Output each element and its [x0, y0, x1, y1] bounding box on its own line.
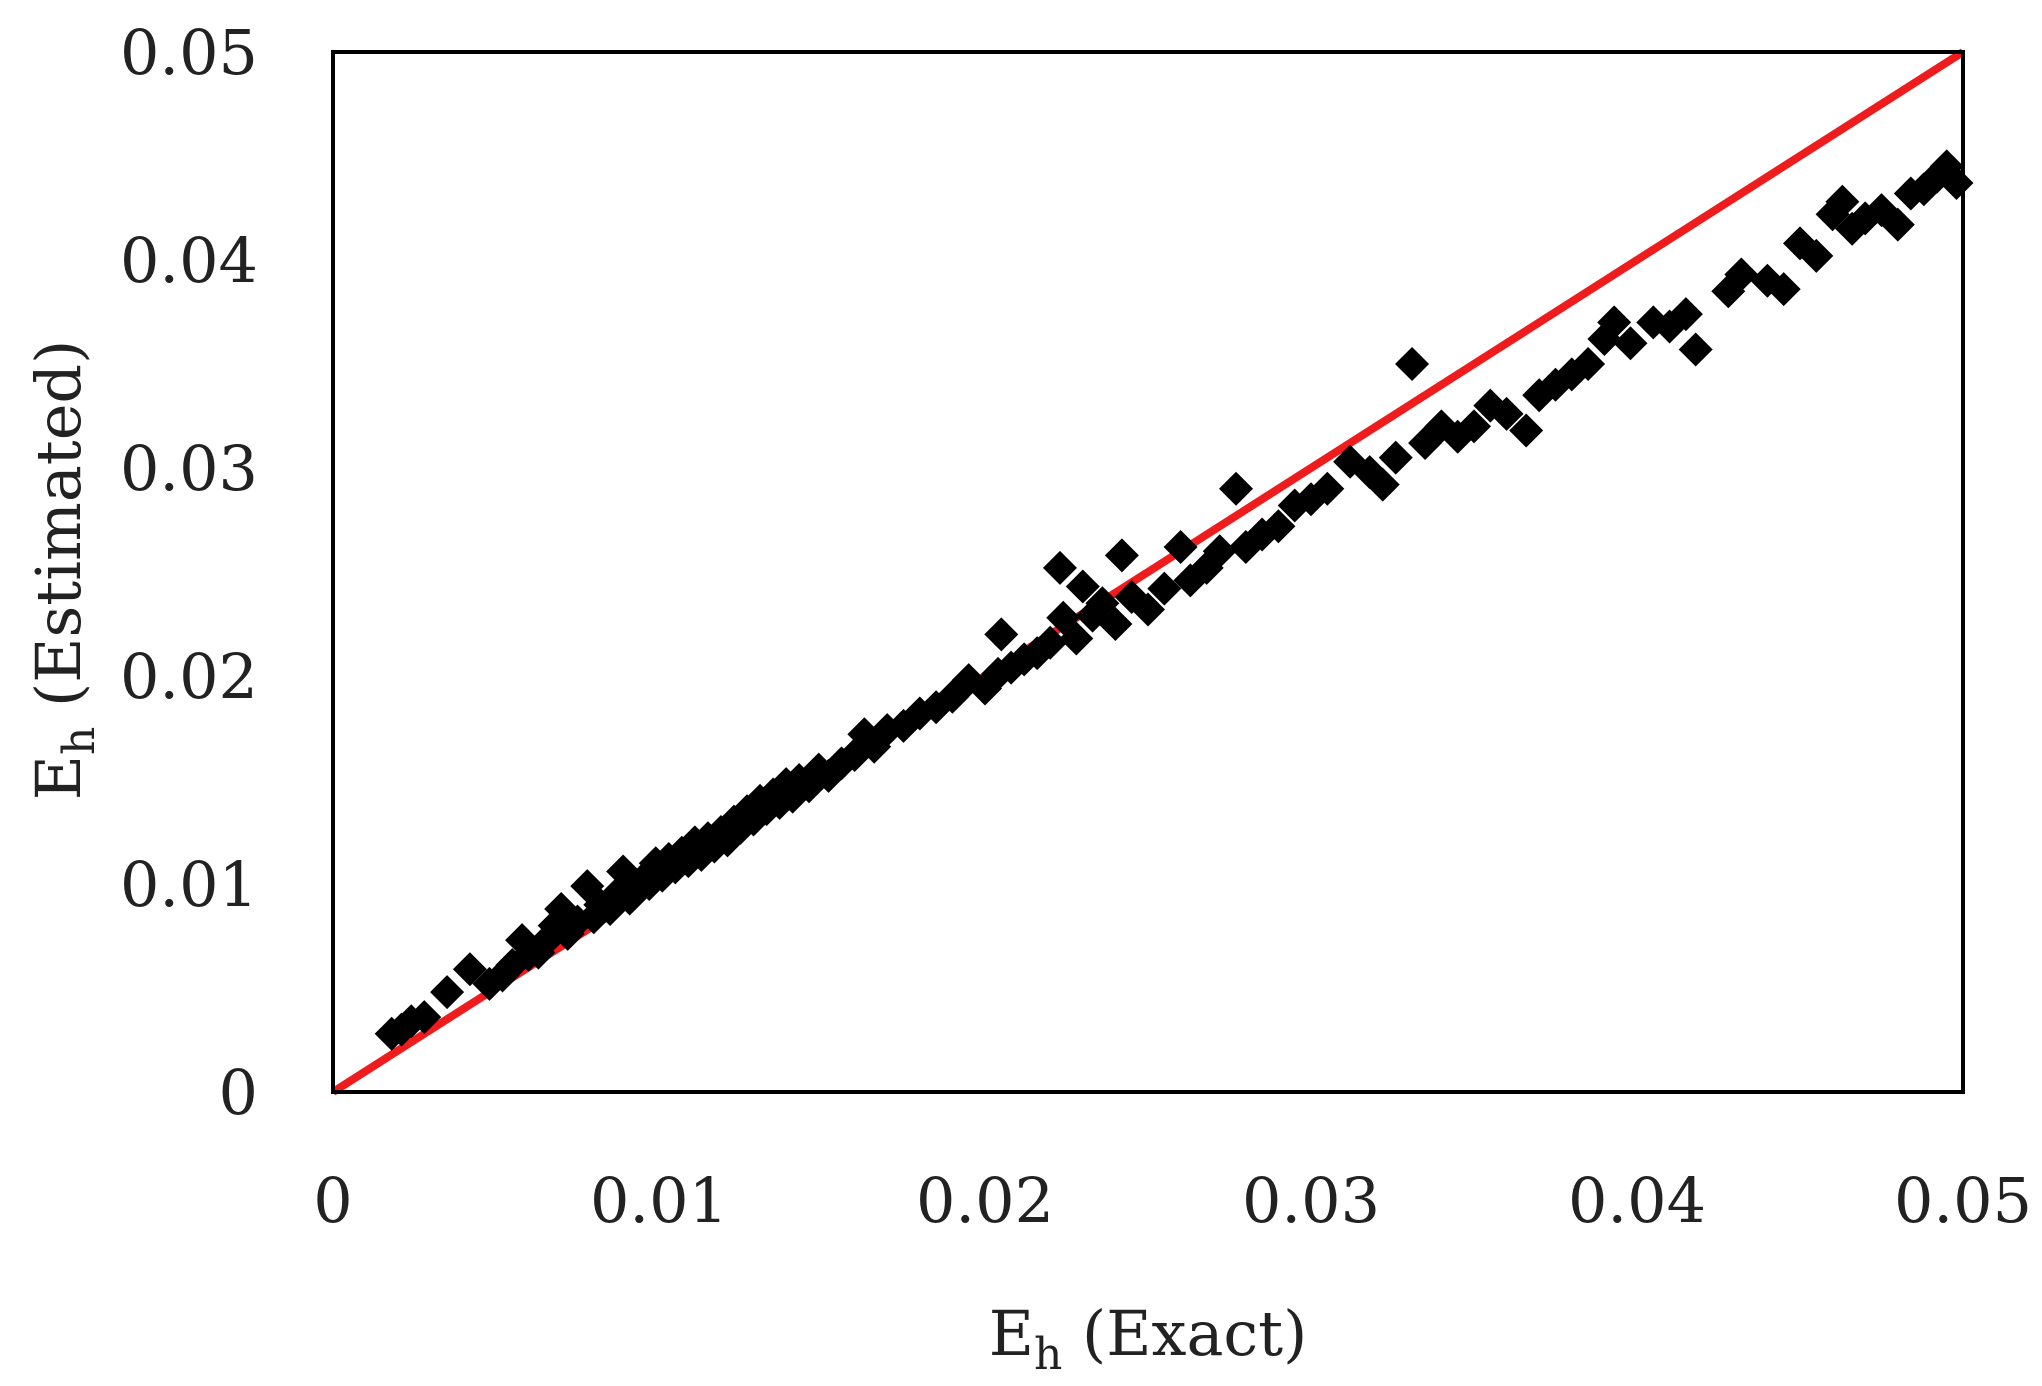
x-tick-label: 0.05	[1894, 1164, 2032, 1237]
data-point	[1457, 409, 1491, 444]
y-tick-labels: 0 0.01 0.02 0.03 0.04 0.05	[120, 16, 258, 1129]
data-point	[1678, 332, 1713, 367]
data-point	[1065, 569, 1100, 604]
data-point	[1509, 413, 1544, 448]
x-tick-label: 0.01	[590, 1164, 728, 1237]
x-tick-labels: 0 0.01 0.02 0.03 0.04 0.05	[313, 1164, 2032, 1237]
plot-frame	[331, 50, 1965, 1094]
data-point	[1310, 471, 1345, 506]
data-point	[1033, 625, 1068, 660]
data-point	[452, 952, 487, 987]
data-point	[1597, 305, 1632, 340]
data-point	[1395, 347, 1430, 381]
data-point	[1668, 297, 1703, 332]
y-tick-label: 0.04	[120, 224, 258, 297]
x-tick-label: 0.03	[1242, 1164, 1380, 1237]
data-point	[1880, 207, 1915, 242]
data-point	[1147, 571, 1182, 606]
data-point	[1104, 538, 1139, 573]
y-tick-label: 0.02	[120, 640, 258, 713]
data-point	[1059, 621, 1094, 656]
x-tick-label: 0	[313, 1164, 352, 1237]
y-tick-label: 0.03	[120, 432, 258, 505]
data-point	[1825, 184, 1860, 219]
x-tick-label: 0.02	[916, 1164, 1054, 1237]
data-point	[1261, 509, 1296, 544]
y-tick-label: 0	[219, 1056, 258, 1129]
data-point	[1489, 396, 1524, 431]
data-point	[1799, 238, 1834, 273]
points-layer	[374, 149, 1974, 1051]
data-point	[1042, 550, 1077, 585]
data-point	[1365, 467, 1400, 502]
data-point	[430, 975, 465, 1010]
data-point	[1202, 534, 1237, 569]
data-point	[1131, 592, 1165, 627]
data-point	[407, 1000, 442, 1035]
data-point	[485, 958, 520, 993]
data-point	[1163, 530, 1198, 565]
data-point	[1571, 347, 1606, 381]
data-point	[1724, 257, 1759, 292]
data-point	[984, 617, 1019, 652]
y-axis-label: Eh (Estimated)	[22, 340, 105, 801]
data-point	[1378, 440, 1413, 475]
y-tick-label: 0.01	[120, 848, 258, 921]
y-tick-label: 0.05	[120, 16, 258, 89]
x-axis-label: Eh (Exact)	[989, 1297, 1308, 1380]
data-point	[1219, 471, 1254, 506]
x-tick-label: 0.04	[1568, 1164, 1706, 1237]
data-point	[1766, 272, 1801, 307]
data-point	[1613, 326, 1648, 361]
data-point	[1098, 607, 1133, 641]
